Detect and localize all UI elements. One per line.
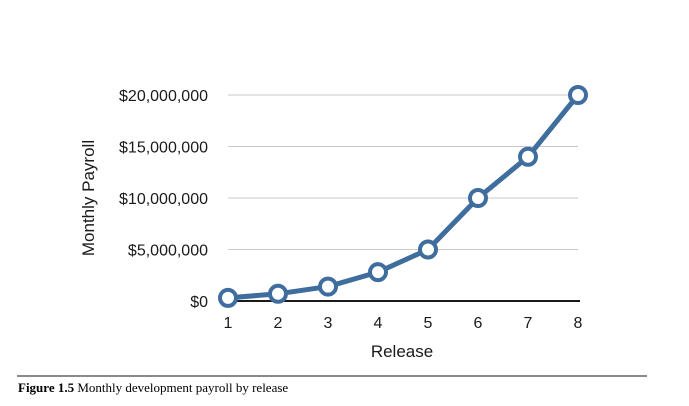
y-axis-title: Monthly Payroll (79, 140, 98, 256)
data-point (518, 146, 538, 167)
data-point (568, 85, 588, 105)
x-tick-label: 2 (274, 315, 283, 332)
figure-label: Figure 1.5 (18, 380, 75, 395)
y-tick-label: $10,000,000 (119, 191, 208, 208)
y-tick-label: $0 (190, 294, 208, 311)
x-tick-label: 7 (524, 315, 533, 332)
x-axis-title: Release (371, 342, 433, 361)
x-tick-labels: 1 2 3 4 5 6 7 8 (224, 315, 583, 332)
x-tick-label: 1 (224, 315, 233, 332)
y-tick-labels: $0 $5,000,000 $10,000,000 $15,000,000 $20,00… (119, 88, 208, 311)
data-point (218, 287, 238, 308)
x-tick-label: 6 (474, 315, 483, 332)
data-point (268, 283, 288, 304)
x-tick-label: 5 (424, 315, 433, 332)
figure-caption: Figure 1.5 Monthly development payroll b… (18, 380, 288, 396)
series-payroll (218, 85, 588, 308)
payroll-line-chart: $0 $5,000,000 $10,000,000 $15,000,000 $20,00… (79, 85, 588, 361)
data-point (318, 276, 338, 297)
x-tick-label: 4 (374, 315, 383, 332)
x-tick-label: 8 (574, 315, 583, 332)
series-line (225, 92, 581, 301)
data-point (368, 262, 388, 283)
figure-caption-text: Monthly development payroll by release (77, 380, 289, 395)
y-tick-label: $5,000,000 (128, 243, 208, 260)
gridlines (228, 94, 578, 250)
y-tick-label: $20,000,000 (119, 88, 208, 105)
y-tick-label: $15,000,000 (119, 140, 208, 157)
data-point (418, 239, 438, 260)
caption-rule (17, 375, 647, 377)
x-tick-label: 3 (324, 315, 333, 332)
data-point (468, 188, 488, 208)
